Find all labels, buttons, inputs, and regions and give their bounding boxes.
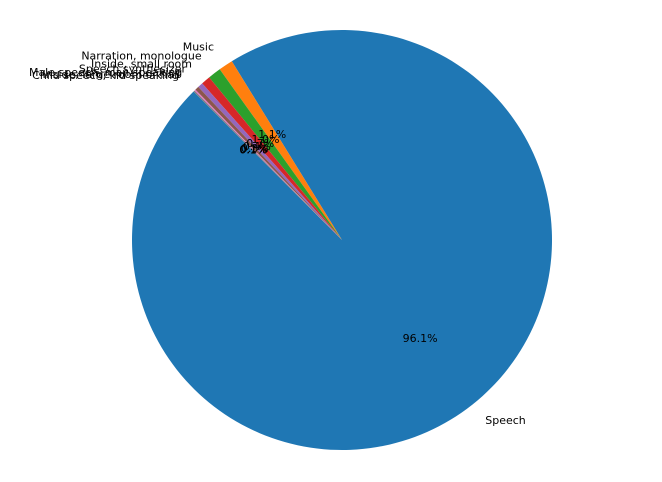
pie-slices — [132, 29, 553, 450]
pie-slice-inside-small-room — [202, 77, 342, 240]
pie-slice-male-speech-man-speaking — [195, 86, 342, 240]
percent-label: 0.1% — [239, 144, 267, 157]
percent-label: 0.7% — [246, 137, 274, 150]
percent-label: 96.1% — [403, 332, 438, 345]
pie-slice-speech-synthesizer — [198, 83, 342, 240]
category-label: Inside, large room or hall — [43, 68, 181, 81]
category-label: Speech synthesizer — [79, 63, 187, 76]
category-label: Narration, monologue — [81, 50, 202, 63]
category-label: Speech — [485, 414, 526, 427]
category-label: Male speech, man speaking — [29, 66, 182, 79]
pie-labels: Speech 96.1% Music 1.1% Narration, monologue… — [29, 41, 526, 428]
pie-slice-child-speech-kid-speaking — [193, 90, 342, 240]
percent-label: 1.0% — [251, 133, 279, 146]
category-label: Inside, small room — [91, 57, 192, 70]
pie-slice-music — [219, 61, 342, 240]
pie-slice-inside-large-room-or-hall — [194, 89, 342, 241]
percent-label: 0.4% — [243, 140, 271, 153]
percent-label: 0.3% — [241, 142, 269, 155]
category-label: Child speech, kid speaking — [32, 69, 179, 82]
pie-slice-narration-monologue — [209, 69, 342, 240]
percent-label: 0.1% — [240, 143, 268, 156]
pie-slice-speech — [132, 29, 553, 450]
percent-label: 1.1% — [258, 128, 286, 141]
category-label: Music — [183, 41, 214, 54]
